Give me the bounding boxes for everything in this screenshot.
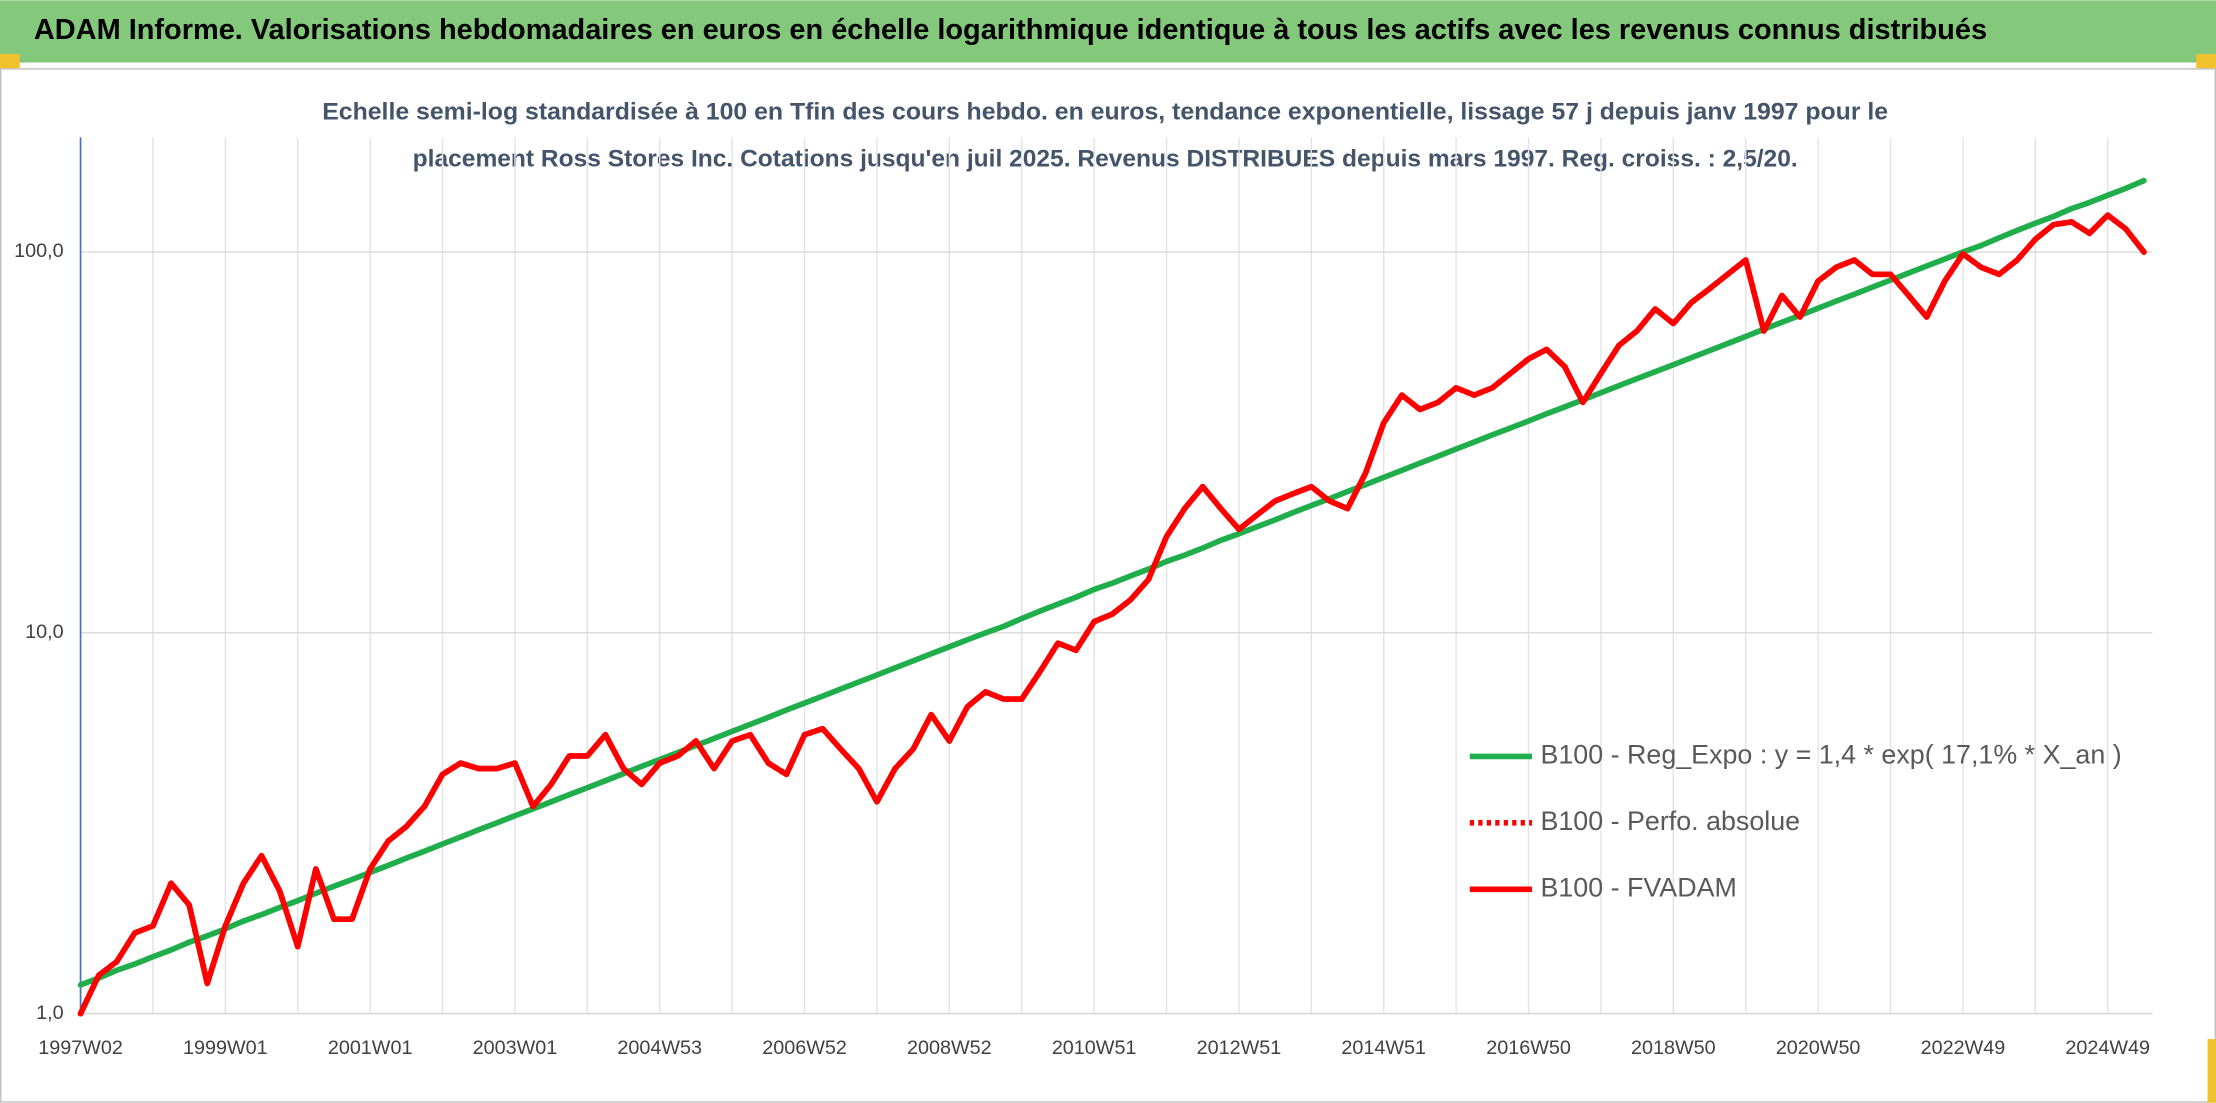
- x-tick-label: 2014W51: [1341, 1037, 1426, 1059]
- chart-title: ADAM Informe. Valorisations hebdomadaire…: [34, 13, 1987, 45]
- title-banner: [0, 0, 2216, 63]
- corner-marker: [0, 54, 20, 69]
- corner-marker: [2207, 1039, 2216, 1103]
- x-tick-label: 2004W53: [617, 1037, 702, 1059]
- y-tick-label: 1,0: [36, 1002, 63, 1024]
- legend-label: B100 - FVADAM: [1540, 872, 1736, 902]
- corner-marker: [2196, 54, 2216, 69]
- x-tick-label: 1999W01: [183, 1037, 268, 1059]
- x-tick-label: 2018W50: [1631, 1037, 1716, 1059]
- x-tick-label: 2003W01: [473, 1037, 558, 1059]
- subtitle: Echelle semi-log standardisée à 100 en T…: [322, 99, 1888, 126]
- y-tick-label: 100,0: [14, 240, 63, 262]
- x-tick-label: 2010W51: [1052, 1037, 1137, 1059]
- x-tick-label: 2024W49: [2065, 1037, 2150, 1059]
- y-tick-label: 10,0: [25, 621, 63, 643]
- series-line: [77, 212, 2147, 1017]
- subtitle: placement Ross Stores Inc. Cotations jus…: [413, 145, 1798, 172]
- x-tick-label: 2020W50: [1776, 1037, 1861, 1059]
- x-tick-label: 2008W52: [907, 1037, 992, 1059]
- x-tick-label: 2006W52: [762, 1037, 847, 1059]
- x-tick-label: 2022W49: [1921, 1037, 2006, 1059]
- chart-frame: [0, 68, 2216, 1103]
- x-tick-label: 2012W51: [1197, 1037, 1282, 1059]
- legend-label: B100 - Perfo. absolue: [1540, 806, 1800, 836]
- x-tick-label: 1997W02: [38, 1037, 123, 1059]
- x-tick-label: 2001W01: [328, 1037, 413, 1059]
- legend-label: B100 - Reg_Expo : y = 1,4 * exp( 17,1% *…: [1540, 740, 2121, 770]
- x-tick-label: 2016W50: [1486, 1037, 1571, 1059]
